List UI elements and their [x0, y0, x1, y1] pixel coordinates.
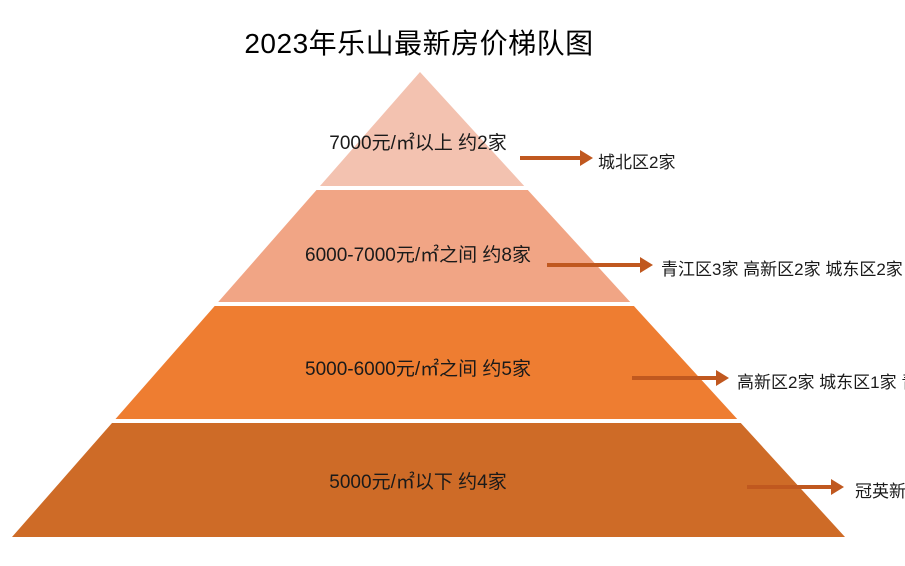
arrow-right-icon-4: [747, 485, 831, 489]
pyramid-tier-2: [218, 190, 631, 302]
chart-title: 2023年乐山最新房价梯队图: [244, 28, 594, 59]
pyramid-tier-4: [12, 423, 845, 537]
tier-annotation-1: 城北区2家: [598, 153, 676, 172]
arrow-right-icon-3: [632, 376, 716, 380]
tier-label-3: 5000-6000元/㎡之间 约5家: [305, 359, 531, 380]
tier-annotation-4: 冠英新: [855, 482, 905, 501]
pyramid-tier-3: [115, 306, 738, 419]
tier-label-1: 7000元/㎡以上 约2家: [329, 133, 507, 154]
tier-annotation-2: 青江区3家 高新区2家 城东区2家 前: [661, 260, 905, 279]
arrow-right-icon-2: [547, 263, 640, 267]
tier-label-4: 5000元/㎡以下 约4家: [329, 472, 507, 493]
tier-label-2: 6000-7000元/㎡之间 约8家: [305, 245, 531, 266]
arrow-right-icon-1: [520, 156, 580, 160]
pyramid-tier-1: [320, 72, 525, 186]
tier-annotation-3: 高新区2家 城东区1家 青: [737, 373, 905, 392]
